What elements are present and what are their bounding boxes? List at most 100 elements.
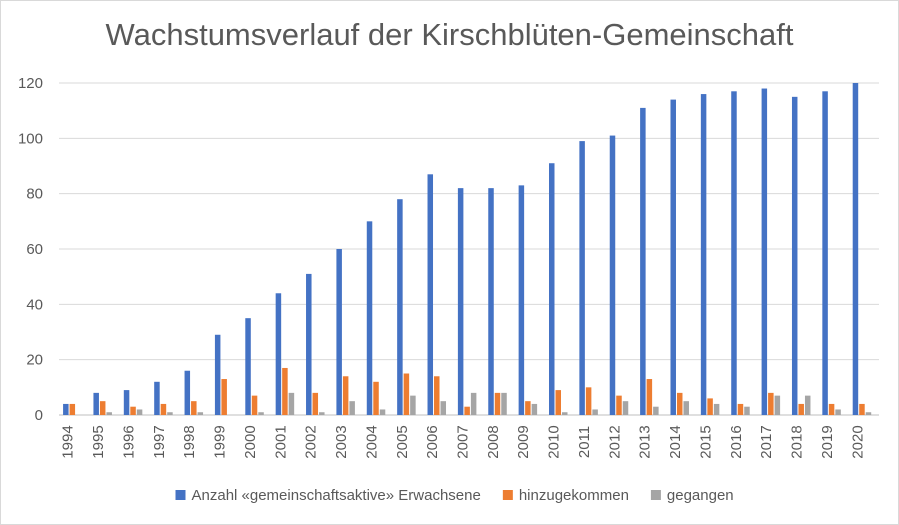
x-tick-label: 2011 [576,426,593,458]
bar-2 [251,395,258,415]
bar-2 [798,403,804,415]
bar-2 [282,367,288,415]
bar-3 [501,392,507,415]
bar-1 [63,403,69,415]
x-tick-label: 2002 [303,425,320,458]
bar-3 [653,406,659,415]
bar-3 [592,409,598,415]
x-tick-label: 2006 [424,425,441,458]
legend-label: gegangen [667,487,734,504]
bar-1 [488,188,494,415]
bar-2 [221,379,227,415]
bar-1 [640,107,646,416]
legend-swatch [650,490,661,500]
x-tick-label: 2018 [789,425,806,458]
x-tick-label: 2008 [485,425,502,458]
x-tick-label: 2013 [637,425,654,458]
y-tick-label: 80 [26,186,43,203]
legend-label: Anzahl «gemeinschaftsaktive» Erwachsene [192,487,481,504]
x-tick-label: 1997 [151,425,168,458]
y-tick-label: 0 [35,407,43,424]
x-tick-label: 2000 [242,425,259,458]
bar-2 [768,392,774,415]
bar-3 [258,412,264,415]
bar-3 [197,412,204,415]
bar-3 [167,412,173,415]
bar-2 [707,398,713,415]
y-tick-label: 120 [18,75,43,92]
x-tick-label: 2010 [546,425,563,458]
x-tick-label: 1998 [181,425,198,458]
x-tick-label: 2016 [728,425,745,458]
bar-1 [154,381,160,415]
bar-3 [562,412,568,415]
x-tick-label: 2005 [394,425,411,458]
x-tick-label: 2001 [272,425,289,458]
bar-1 [549,163,555,415]
bar-2 [312,392,319,415]
chart-title: Wachstumsverlauf der Kirschblüten-Gemein… [105,17,794,52]
bar-2 [525,401,531,415]
bar-1 [336,249,342,415]
bar-1 [123,390,130,415]
bar-3 [865,412,872,415]
bar-1 [457,188,464,415]
bar-3 [713,403,720,415]
x-tick-label: 2014 [667,425,684,458]
bar-3 [106,412,112,415]
bar-1 [852,83,859,415]
legend-label: hinzugekommen [519,487,629,504]
bar-1 [427,174,434,415]
bar-1 [670,99,676,415]
bar-2 [555,390,561,415]
bar-3 [835,409,841,415]
y-tick-label: 20 [26,352,43,369]
bar-1 [518,185,525,415]
bar-2 [646,379,653,415]
bar-3 [288,392,295,415]
bar-2 [373,381,379,415]
bar-1 [609,135,616,416]
bar-3 [774,395,781,415]
bar-3 [622,401,629,415]
bar-1 [214,334,221,415]
bar-3 [349,401,355,415]
bar-3 [410,395,416,415]
bar-1 [791,96,798,415]
bar-3 [683,401,689,415]
x-tick-label: 2009 [515,425,532,458]
bar-3 [470,392,477,415]
x-tick-label: 2012 [606,425,623,458]
bar-2 [585,387,592,415]
y-tick-label: 100 [18,130,43,147]
bar-2 [464,406,470,415]
bar-2 [160,403,167,415]
bar-1 [822,91,828,416]
x-tick-label: 2004 [363,425,380,458]
bar-1 [579,141,585,415]
x-tick-label: 2019 [819,425,836,458]
x-tick-label: 2017 [758,425,775,458]
bar-3 [531,403,538,415]
bar-1 [184,370,191,415]
x-tick-label: 1995 [90,425,107,458]
bar-3 [440,401,447,415]
bar-2 [342,376,349,415]
y-tick-label: 60 [26,241,43,258]
bar-1 [275,293,282,415]
x-tick-label: 2007 [455,425,472,458]
bar-1 [761,88,768,416]
x-tick-label: 1999 [212,425,229,458]
bar-1 [700,94,707,416]
bar-1 [366,221,373,415]
bar-1 [397,199,403,415]
bar-3 [136,409,143,415]
bar-3 [744,406,750,415]
bar-1 [93,392,99,415]
bar-3 [319,412,325,415]
bar-3 [379,409,386,415]
bar-2 [828,403,835,415]
y-tick-label: 40 [26,296,43,313]
